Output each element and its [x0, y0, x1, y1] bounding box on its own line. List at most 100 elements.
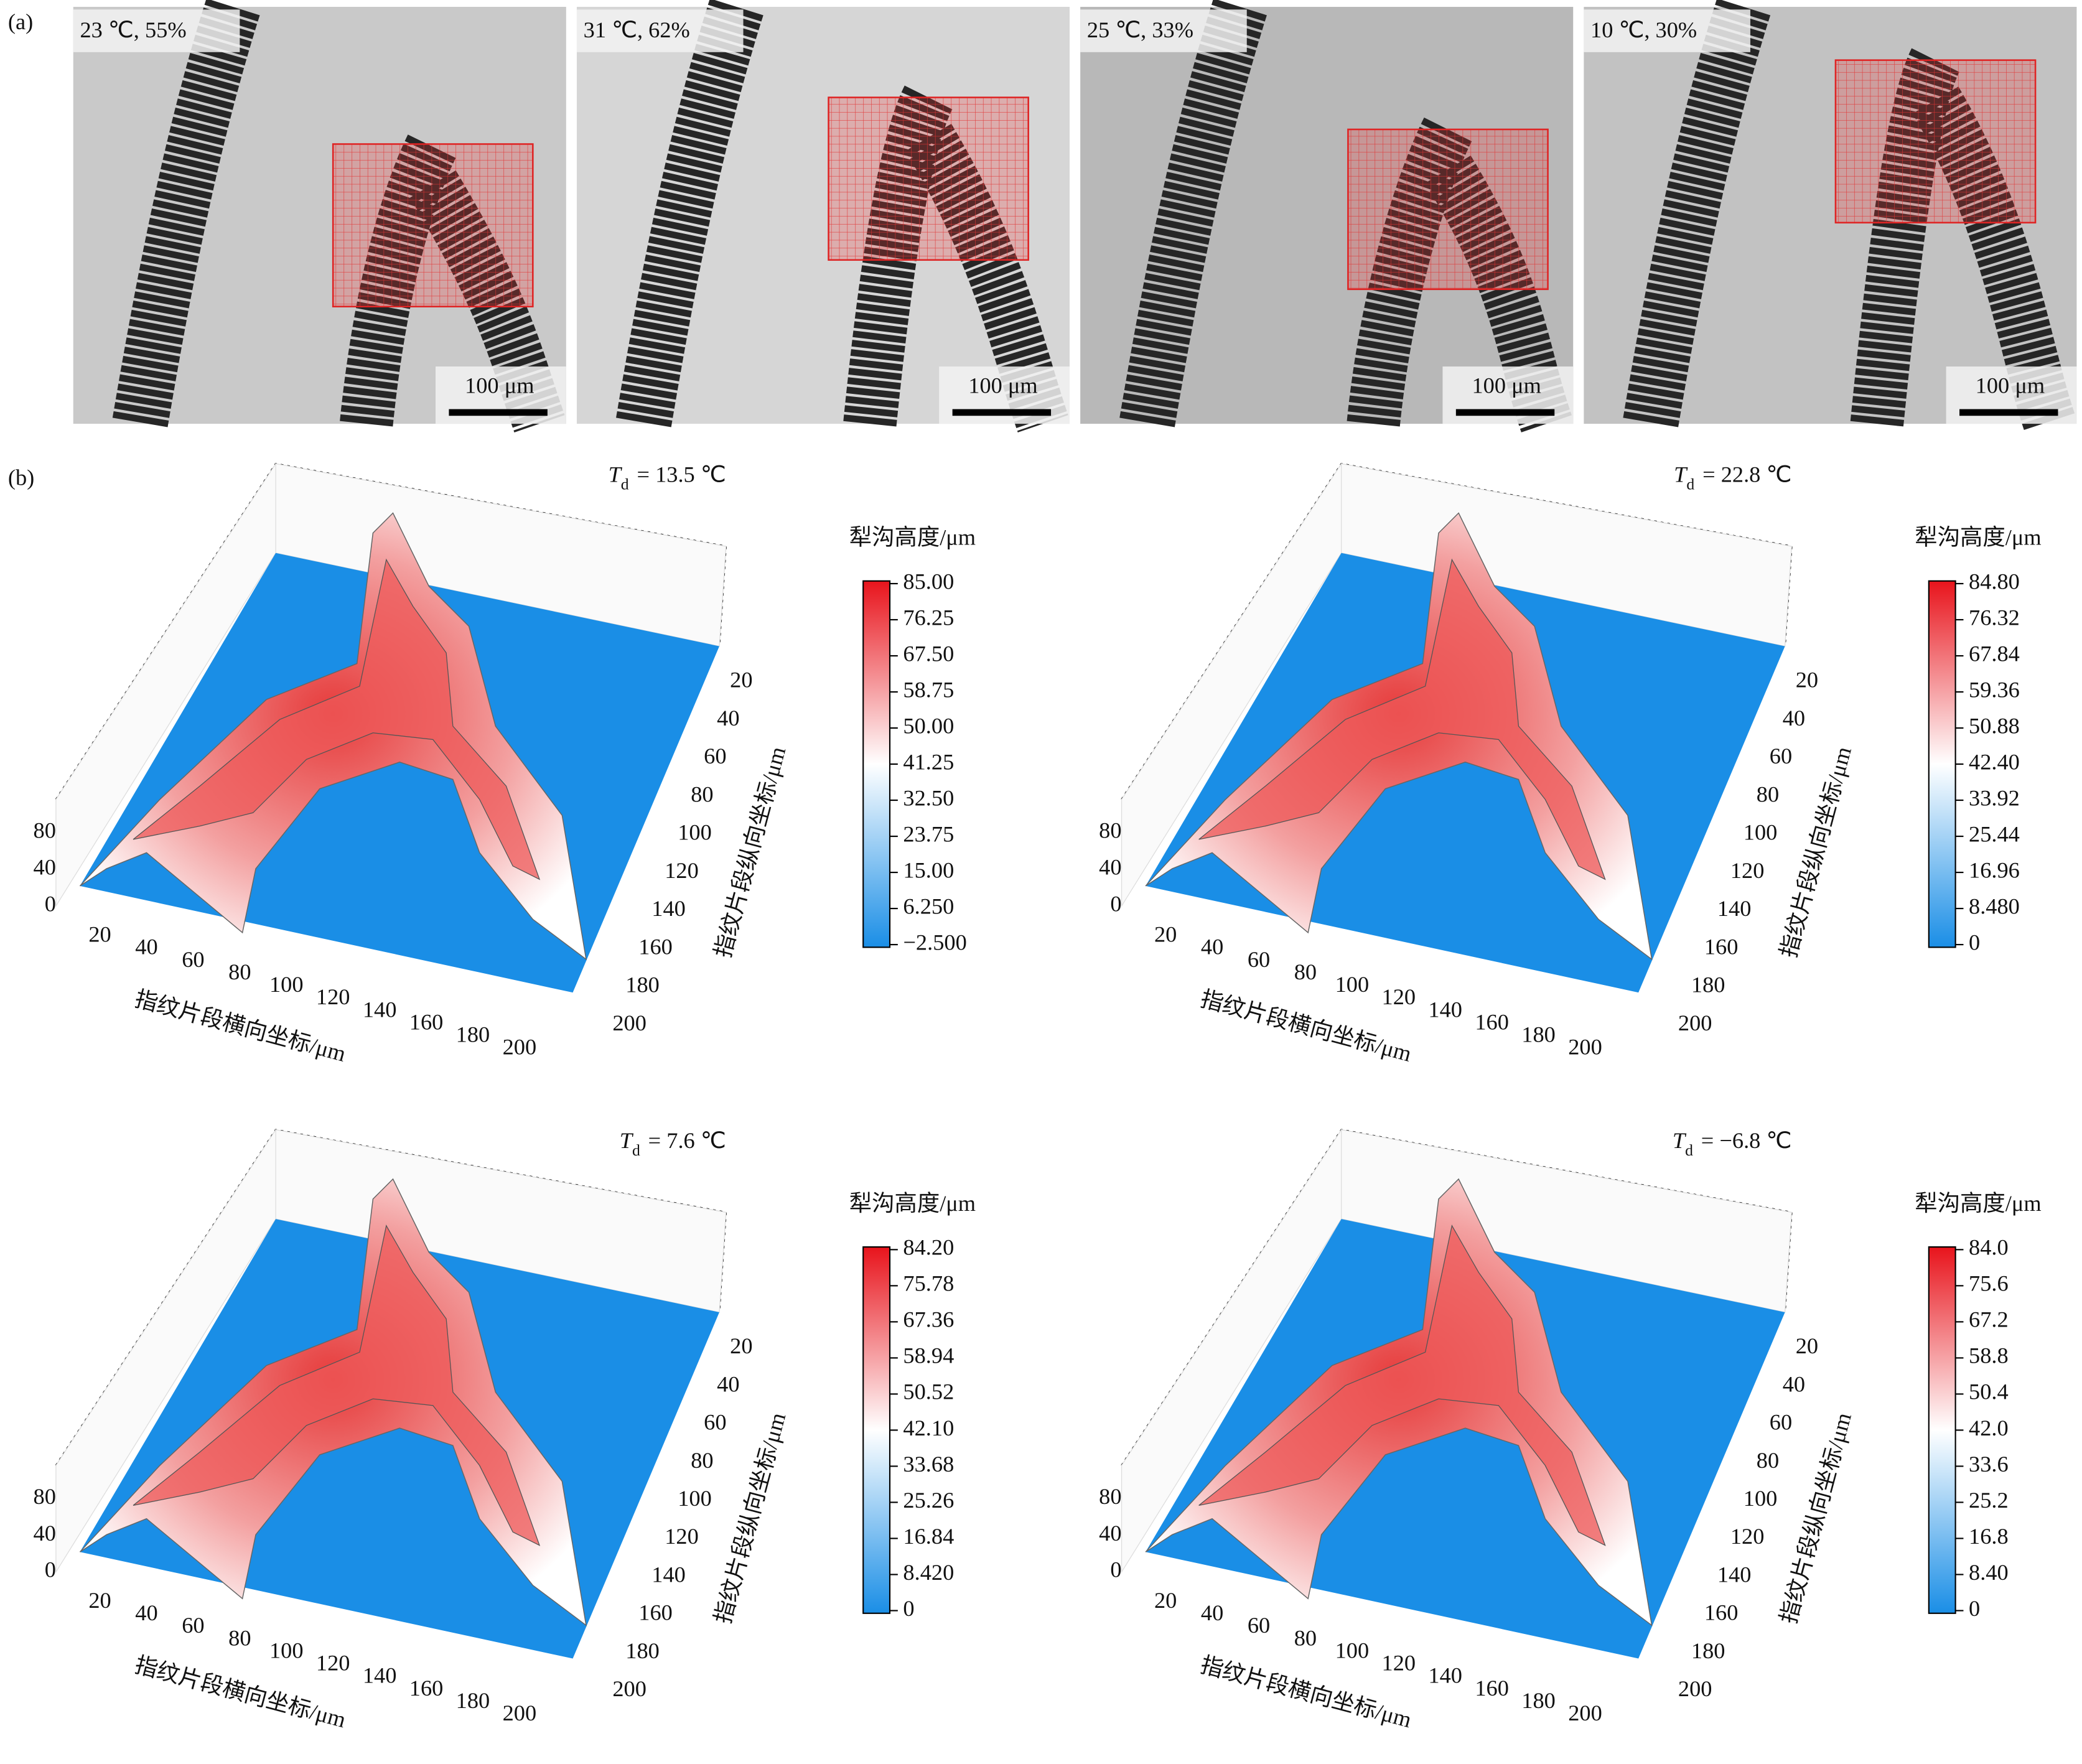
y-tick-label: 180	[1691, 973, 1725, 997]
title-part: T	[1673, 1128, 1687, 1153]
colorbar-tick-label: 15.00	[903, 857, 954, 882]
surface-inner	[133, 1225, 541, 1546]
y-tick-label: 120	[665, 1524, 699, 1549]
x-tick-label: 20	[1154, 922, 1177, 947]
colorbar-tick-label: 76.25	[903, 605, 954, 630]
colorbar-tick-label: 42.10	[903, 1416, 954, 1440]
title-part: d	[621, 475, 629, 493]
z-tick-label: 40	[1099, 1521, 1121, 1546]
roi-grid	[1347, 128, 1549, 291]
y-tick-label: 200	[612, 1010, 647, 1035]
z-tick-label: 40	[34, 855, 56, 880]
z-tick-label: 80	[1099, 1484, 1121, 1509]
colorbar-tick-label: 23.75	[903, 821, 954, 846]
x-tick-label: 160	[1475, 1676, 1509, 1701]
colorbar-tick-label: 67.50	[903, 641, 954, 666]
colorbar-tick-label: 8.480	[1969, 894, 2020, 918]
y-tick-label: 20	[730, 668, 752, 693]
panel-tag: (a)	[8, 9, 33, 34]
title-part: = −6.8 ℃	[1701, 1128, 1792, 1153]
x-tick-label: 200	[503, 1701, 537, 1725]
x-tick-label: 80	[228, 959, 251, 984]
colorbar-tick-label: 58.94	[903, 1343, 954, 1368]
z-tick-label: 0	[45, 1557, 56, 1582]
colorbar-tick-label: 50.88	[1969, 713, 2020, 738]
colorbar-label: 犁沟高度/μm	[849, 525, 976, 550]
y-axis-label: 指纹片段纵向坐标/μm	[1776, 1410, 1856, 1626]
x-tick-label: 120	[1382, 1651, 1416, 1676]
colorbar-tick-label: 67.84	[1969, 641, 2020, 666]
colorbar-label: 犁沟高度/μm	[1915, 1191, 2041, 1216]
image-label: 10 ℃, 30%	[1590, 17, 1697, 42]
colorbar-tick-label: 25.26	[903, 1488, 954, 1513]
scale-text: 100 μm	[1472, 373, 1541, 398]
x-tick-label: 60	[182, 947, 204, 972]
z-tick-label: 40	[34, 1521, 56, 1546]
colorbar-tick-label: 33.6	[1969, 1452, 2009, 1477]
colorbar-tick-label: 33.68	[903, 1452, 954, 1477]
title-part: = 22.8 ℃	[1702, 462, 1791, 487]
y-tick-label: 20	[730, 1333, 752, 1358]
colorbar-tick-label: 84.80	[1969, 569, 2020, 594]
ridge-band	[1623, 0, 1771, 429]
y-tick-label: 40	[717, 1371, 739, 1396]
y-tick-label: 200	[612, 1676, 647, 1701]
z-tick-label: 0	[1110, 1557, 1121, 1582]
scale-bar	[952, 409, 1052, 416]
plot-title: Td = 22.8 ℃	[1674, 462, 1791, 493]
x-tick-label: 20	[88, 922, 111, 947]
colorbar-tick-label: 50.52	[903, 1379, 954, 1404]
x-tick-label: 20	[88, 1588, 111, 1613]
colorbar	[1928, 1246, 1956, 1614]
surface-inner	[1198, 558, 1606, 880]
surface-inner	[133, 558, 541, 880]
x-tick-label: 160	[409, 1676, 444, 1701]
x-tick-label: 200	[1568, 1701, 1602, 1725]
colorbar-tick-label: 67.2	[1969, 1307, 2009, 1332]
colorbar-tick-label: 8.40	[1969, 1560, 2009, 1585]
x-tick-label: 40	[135, 1600, 157, 1625]
panel-tag: (b)	[8, 465, 34, 490]
colorbar-tick-label: 67.36	[903, 1307, 954, 1332]
scale-bar	[1455, 409, 1555, 416]
label-box	[1584, 9, 1750, 52]
z-tick-label: 80	[34, 818, 56, 843]
y-tick-label: 200	[1678, 1676, 1712, 1701]
y-tick-label: 80	[691, 782, 713, 806]
y-tick-label: 140	[1717, 896, 1752, 921]
x-tick-label: 60	[182, 1613, 204, 1638]
y-tick-label: 40	[1783, 706, 1805, 730]
y-tick-label: 140	[1717, 1562, 1752, 1587]
label-box	[576, 9, 744, 52]
image-label: 23 ℃, 55%	[80, 17, 186, 42]
x-tick-label: 180	[456, 1022, 490, 1047]
colorbar-label: 犁沟高度/μm	[1915, 525, 2041, 550]
surface-plot: Td = 7.6 ℃ 20 40 60 80 100 120 140 160 180 200 20 40 6…	[34, 1128, 976, 1732]
y-tick-label: 60	[1770, 744, 1792, 768]
y-tick-label: 60	[704, 744, 726, 768]
x-tick-label: 100	[1335, 972, 1370, 997]
roi-grid	[332, 143, 534, 307]
y-tick-label: 180	[625, 973, 660, 997]
y-tick-label: 20	[1796, 1333, 1818, 1358]
y-axis-label: 指纹片段纵向坐标/μm	[1776, 744, 1856, 960]
scale-bar	[449, 409, 548, 416]
title-part: T	[1674, 462, 1688, 487]
ridge-band	[615, 0, 763, 429]
x-tick-label: 40	[135, 935, 157, 959]
colorbar-tick-label: 75.6	[1969, 1271, 2009, 1296]
colorbar-tick-label: 50.4	[1969, 1379, 2009, 1404]
colorbar-tick-label: 32.50	[903, 785, 954, 810]
colorbar-tick-label: 58.8	[1969, 1343, 2009, 1368]
y-tick-label: 80	[691, 1448, 713, 1473]
y-tick-label: 20	[1796, 668, 1818, 693]
micrograph: 31 ℃, 62% 100 μm	[576, 0, 1070, 433]
x-tick-label: 120	[316, 984, 350, 1009]
plot-title: Td = 7.6 ℃	[620, 1128, 726, 1159]
y-axis-label: 指纹片段纵向坐标/μm	[711, 744, 791, 960]
x-tick-label: 140	[1428, 997, 1462, 1022]
label-box	[1080, 9, 1247, 52]
title-part: d	[1685, 1141, 1693, 1159]
x-tick-label: 80	[1294, 959, 1317, 984]
colorbar-tick-label: 0	[903, 1596, 914, 1621]
